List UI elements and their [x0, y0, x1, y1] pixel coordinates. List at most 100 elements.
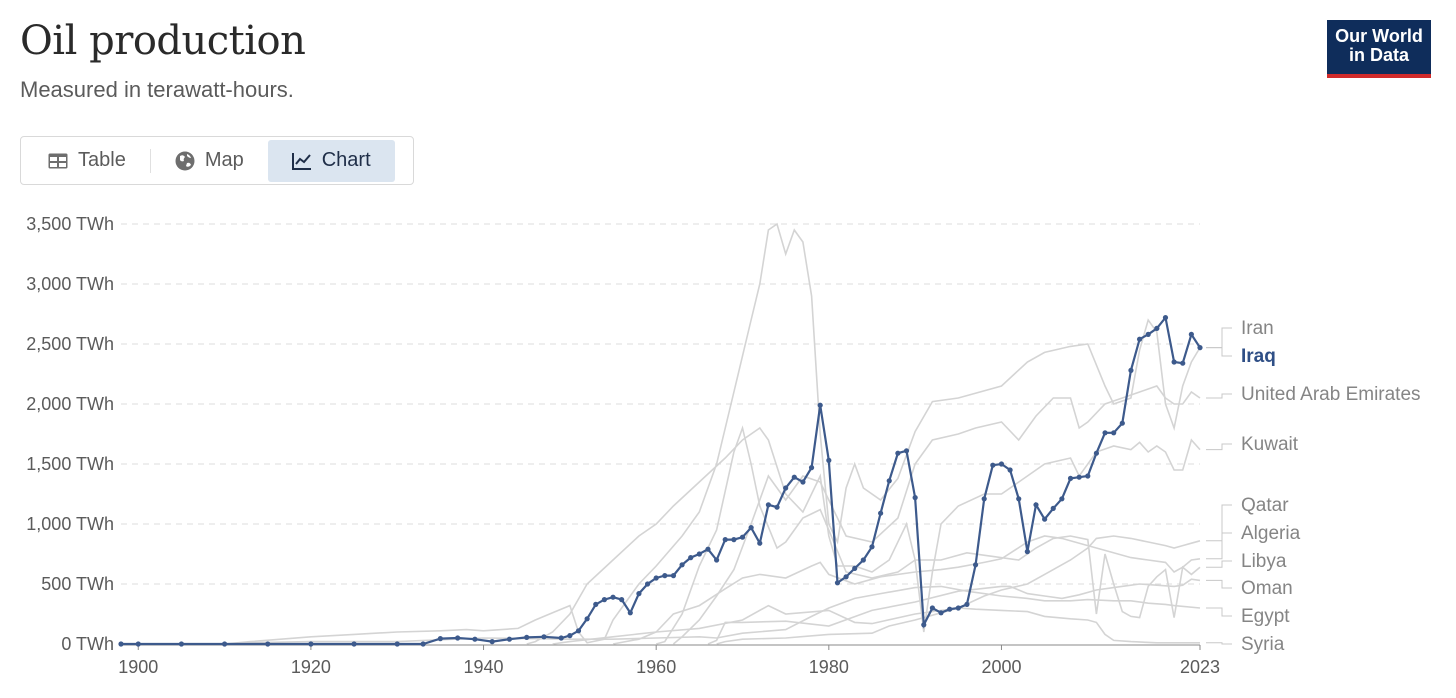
legend-label-qatar[interactable]: Qatar [1241, 495, 1289, 516]
data-point [696, 551, 702, 557]
data-point [1067, 475, 1074, 481]
series-line-syria[interactable] [716, 607, 1200, 645]
data-point [998, 461, 1005, 467]
data-point [757, 540, 763, 546]
tab-table-label: Table [78, 149, 126, 171]
legend-label-iraq[interactable]: Iraq [1241, 346, 1276, 367]
data-point [1188, 331, 1194, 337]
x-axis: 1900 1920 1940 1960 1980 2000 2023 [118, 644, 1220, 677]
y-axis: 0 TWh 500 TWh 1,000 TWh 1,500 TWh 2,000 TWh 2… [26, 214, 114, 654]
data-point [394, 641, 400, 647]
data-point [860, 557, 866, 563]
legend-label-libya[interactable]: Libya [1241, 551, 1287, 572]
chart-title: Oil production [20, 18, 306, 64]
legend-connector [1206, 532, 1232, 560]
data-point [265, 641, 271, 647]
data-point [808, 465, 815, 471]
data-point [670, 573, 677, 579]
tab-divider [149, 148, 151, 173]
data-point [506, 636, 513, 642]
tab-chart-label: Chart [321, 149, 371, 171]
y-tick-label: 1,500 TWh [26, 454, 114, 474]
data-point [437, 636, 443, 642]
series-line-egypt[interactable] [224, 585, 1201, 645]
data-point [1024, 549, 1030, 555]
data-point [834, 580, 841, 586]
series-line-libya[interactable] [655, 425, 1201, 645]
data-point [1119, 420, 1125, 426]
data-point [575, 628, 582, 634]
data-point [1059, 496, 1065, 502]
data-point [472, 636, 478, 642]
data-point [541, 634, 547, 640]
y-tick-label: 2,500 TWh [26, 334, 114, 354]
highlighted-series [118, 315, 1203, 647]
data-point [852, 565, 858, 571]
legend-connector [1206, 393, 1232, 399]
gridlines [121, 223, 1200, 585]
x-tick-label: 1920 [291, 657, 331, 677]
y-tick-label: 0 TWh [61, 634, 114, 654]
data-point [938, 610, 944, 616]
legend-connector [1206, 327, 1232, 349]
data-point [688, 555, 694, 561]
legend-connector [1206, 347, 1232, 357]
data-point [972, 562, 979, 568]
data-point [731, 537, 737, 543]
data-point [627, 610, 633, 616]
data-point [748, 525, 754, 531]
data-point [1111, 430, 1117, 436]
data-point [135, 641, 141, 647]
data-point [118, 641, 124, 647]
legend-label-syria[interactable]: Syria [1241, 634, 1285, 655]
tab-chart[interactable]: Chart [267, 139, 395, 182]
legend-label-algeria[interactable]: Algeria [1241, 523, 1301, 544]
data-point [886, 478, 892, 484]
data-point [1162, 315, 1169, 321]
data-point [800, 479, 806, 485]
data-point [420, 641, 426, 647]
data-point [593, 601, 599, 607]
legend-label-oman[interactable]: Oman [1241, 578, 1293, 599]
owid-logo[interactable]: Our World in Data [1327, 20, 1431, 78]
data-point [1016, 496, 1022, 502]
legend-label-egypt[interactable]: Egypt [1241, 606, 1290, 627]
data-point [489, 639, 495, 645]
series-line-algeria[interactable] [612, 535, 1201, 645]
data-point [705, 546, 711, 552]
data-point [1171, 359, 1177, 365]
data-point [1007, 467, 1013, 473]
series-line-qatar[interactable] [552, 535, 1201, 645]
data-point [1033, 502, 1039, 508]
line-chart: 0 TWh 500 TWh 1,000 TWh 1,500 TWh 2,000 TWh 2… [26, 214, 1421, 677]
data-point [765, 502, 772, 508]
legend: Iran Iraq United Arab Emirates Kuwait Qatar A… [1206, 318, 1421, 655]
view-tabs: Table Map Chart [20, 136, 414, 185]
data-point [1154, 325, 1160, 331]
series-line-iran[interactable] [224, 222, 1201, 645]
table-icon [48, 153, 68, 169]
data-point [947, 606, 953, 612]
tab-table[interactable]: Table [24, 140, 150, 182]
data-point [653, 575, 659, 581]
series-line-united-arab-emirates[interactable] [672, 385, 1201, 645]
legend-connector [1206, 642, 1232, 645]
data-point [990, 462, 996, 468]
data-point [662, 573, 668, 579]
legend-label-kuwait[interactable]: Kuwait [1241, 434, 1299, 455]
x-tick-label: 2000 [981, 657, 1021, 677]
tab-map-label: Map [204, 149, 244, 171]
data-point [714, 557, 720, 563]
data-point [903, 448, 910, 454]
x-tick-label: 1940 [464, 657, 504, 677]
data-point [843, 574, 849, 580]
data-point [1180, 360, 1186, 366]
data-point [912, 495, 918, 501]
legend-label-united-arab-emirates[interactable]: United Arab Emirates [1241, 384, 1421, 405]
data-point [1145, 331, 1151, 337]
logo-line-1: Our World [1335, 26, 1423, 46]
series-line-oman[interactable] [707, 578, 1201, 645]
legend-label-iran[interactable]: Iran [1241, 318, 1274, 339]
tab-map[interactable]: Map [151, 140, 268, 182]
series-line-kuwait[interactable] [526, 426, 1201, 645]
